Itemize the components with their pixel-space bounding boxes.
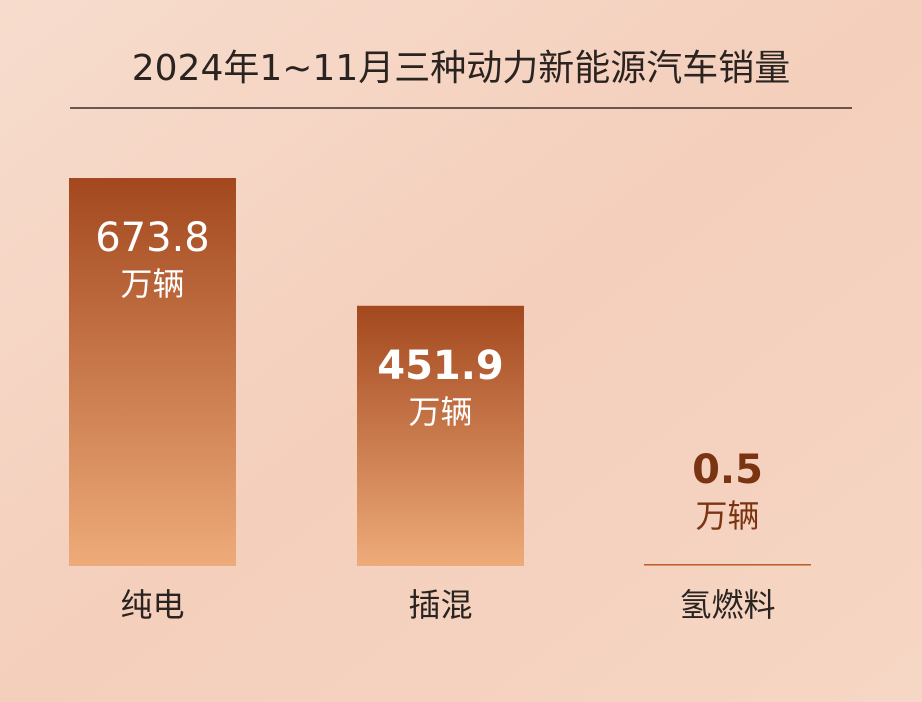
x-tick-label: 插混: [408, 586, 472, 624]
unit-label: 万辆: [408, 393, 472, 431]
value-label: 673.8: [95, 215, 210, 261]
chart-title: 2024年1~11月三种动力新能源汽车销量: [132, 48, 791, 89]
bar: [357, 305, 524, 566]
bar: [644, 564, 811, 566]
value-label: 0.5: [692, 447, 763, 493]
unit-label: 万辆: [120, 265, 184, 303]
value-label: 451.9: [377, 343, 504, 389]
x-tick-label: 氢燃料: [679, 586, 775, 624]
unit-label: 万辆: [695, 497, 759, 535]
x-tick-label: 纯电: [120, 586, 184, 624]
bar: [69, 178, 236, 566]
